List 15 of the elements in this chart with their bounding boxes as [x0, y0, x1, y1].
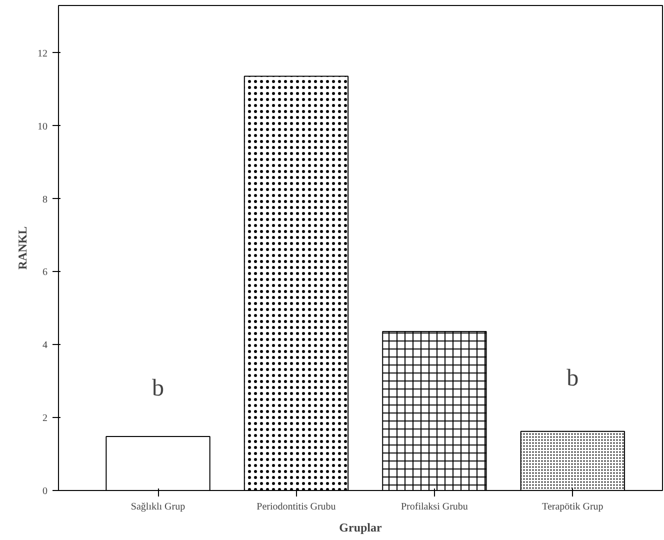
- x-tick-label: Periodontitis Grubu: [256, 502, 336, 512]
- annotation: b: [152, 376, 164, 402]
- y-tick-label: 2: [42, 413, 48, 424]
- y-axis-title: RANKL: [16, 226, 30, 270]
- annotation: b: [566, 366, 579, 392]
- y-tick-label: 12: [38, 48, 48, 60]
- y-tick-label: 6: [42, 267, 48, 278]
- x-tick-label: Sağlıklı Grup: [130, 502, 186, 512]
- y-tick-label: 4: [42, 340, 48, 352]
- x-tick-label: Profilaksi Grubu: [400, 502, 468, 512]
- x-tick-label: Terapötik Grup: [542, 502, 604, 512]
- y-tick-label: 10: [38, 121, 48, 132]
- x-axis-title: Gruplar: [339, 520, 383, 534]
- y-tick-label: 8: [42, 194, 48, 206]
- y-tick-label: 0: [42, 486, 48, 497]
